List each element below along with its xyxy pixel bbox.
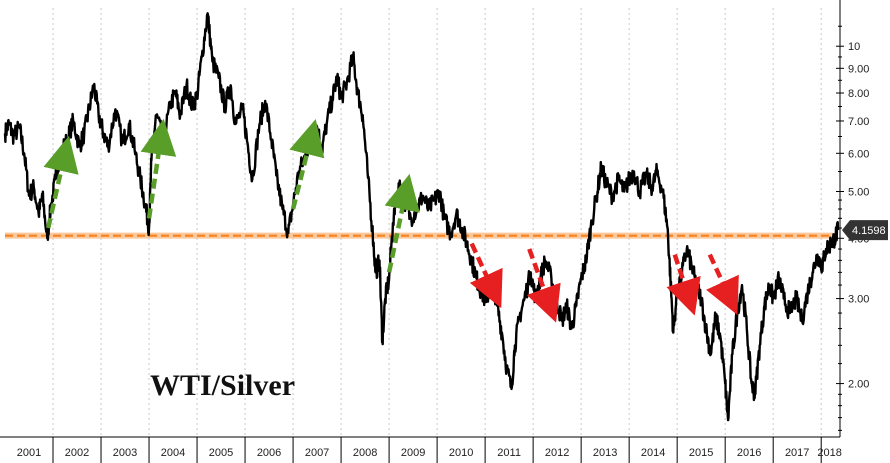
grid-lines	[52, 8, 822, 437]
x-tick-label: 2002	[65, 447, 89, 459]
y-tick-label: 9.00	[848, 63, 869, 75]
y-tick-label: 8.00	[848, 88, 869, 100]
x-tick-label: 2013	[593, 447, 617, 459]
x-tick-label: 2005	[209, 447, 233, 459]
x-tick-label: 2017	[785, 447, 809, 459]
x-tick-label: 2008	[353, 447, 377, 459]
x-tick-label: 2014	[641, 447, 665, 459]
red-down-arrow	[706, 253, 739, 315]
x-tick-label: 2003	[113, 447, 137, 459]
x-tick-label: 2001	[17, 447, 41, 459]
series-line	[3, 12, 840, 422]
last-value-badge: 4.1598	[842, 220, 888, 241]
green-up-arrow	[384, 173, 420, 273]
y-tick-label: 7.00	[848, 116, 869, 128]
green-up-arrow	[140, 118, 177, 219]
red-down-arrow	[666, 253, 701, 316]
y-tick-label: 10	[848, 41, 860, 53]
x-tick-label: 2018	[817, 447, 841, 459]
x-tick-label: 2010	[449, 447, 473, 459]
series-path	[3, 12, 840, 422]
x-tick-label: 2012	[545, 447, 569, 459]
chart-title: WTI/Silver	[150, 369, 295, 402]
x-tick-label: 2011	[497, 447, 521, 459]
badge-background	[842, 220, 888, 241]
y-tick-label: 5.00	[848, 187, 869, 199]
x-tick-label: 2016	[737, 447, 761, 459]
green-up-arrow	[43, 135, 79, 229]
x-tick-label: 2007	[305, 447, 329, 459]
x-tick-label: 2015	[689, 447, 713, 459]
x-tick-label: 2006	[257, 447, 281, 459]
trend-arrows	[43, 118, 739, 323]
x-tick-label: 2004	[161, 447, 185, 459]
x-axis: 2001 2002 2003 2004 2005 2006 2007 2008 2009 2010…	[0, 436, 842, 463]
y-tick-label: 2.00	[848, 379, 869, 391]
red-down-arrow	[469, 242, 503, 309]
red-down-arrow	[526, 248, 561, 323]
green-up-arrow	[289, 119, 325, 210]
y-tick-label: 6.00	[848, 148, 869, 160]
badge-label: 4.1598	[852, 225, 886, 237]
x-tick-label: 2009	[401, 447, 425, 459]
y-tick-label: 3.00	[848, 294, 869, 306]
